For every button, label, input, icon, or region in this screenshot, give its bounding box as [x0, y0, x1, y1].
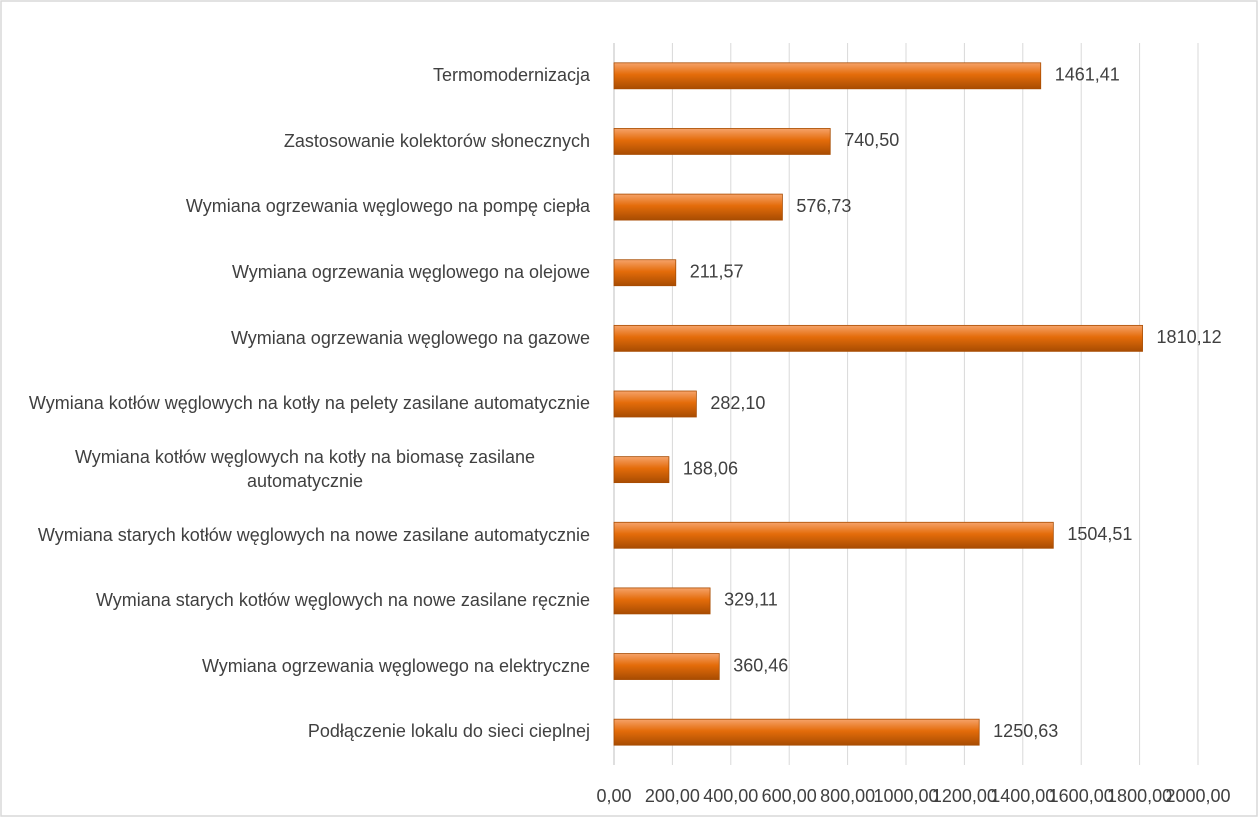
y-tick-label: Wymiana ogrzewania węglowego na elektryc… [201, 655, 590, 676]
bar [613, 653, 720, 680]
y-tick-label: Wymiana ogrzewania węglowego na pompę ci… [185, 196, 590, 217]
category-label-box: Termomodernizacja [0, 46, 590, 106]
data-label: 188,06 [683, 458, 738, 478]
category-label-box: Wymiana starych kotłów węglowych na nowe… [0, 505, 590, 565]
y-tick-label: Wymiana ogrzewania węglowego na olejowe [231, 262, 590, 283]
x-tick-label: 600,00 [762, 786, 817, 806]
x-tick-label: 1400,00 [990, 786, 1055, 806]
data-label: 1250,63 [993, 721, 1058, 741]
bar [613, 193, 783, 221]
category-label-box: Zastosowanie kolektorów słonecznych [0, 111, 590, 171]
bar [613, 259, 677, 287]
category-label-box: Wymiana starych kotłów węglowych na nowe… [0, 571, 590, 631]
category-label-box: Wymiana ogrzewania węglowego na elektryc… [0, 637, 590, 697]
x-tick-label: 800,00 [820, 786, 875, 806]
category-label-box: Wymiana ogrzewania węglowego na gazowe [0, 308, 590, 368]
bar [613, 456, 670, 484]
x-tick-label: 1200,00 [932, 786, 997, 806]
data-label: 360,46 [733, 655, 788, 675]
category-label-box: Wymiana kotłów węglowych na kotły na bio… [0, 440, 590, 500]
category-label-box: Wymiana kotłów węglowych na kotły na pel… [0, 374, 590, 434]
x-tick-label: 1600,00 [1049, 786, 1114, 806]
category-label-box: Wymiana ogrzewania węglowego na olejowe [0, 243, 590, 303]
x-tick-label: 1800,00 [1107, 786, 1172, 806]
x-tick-label: 1000,00 [873, 786, 938, 806]
bar [613, 521, 1054, 549]
category-label-box: Podłączenie lokalu do sieci cieplnej [0, 702, 590, 762]
y-tick-label: Wymiana kotłów węglowych na kotły na pel… [28, 393, 590, 414]
y-tick-label: Podłączenie lokalu do sieci cieplnej [307, 721, 590, 742]
data-label: 282,10 [710, 393, 765, 413]
x-tick-label: 2000,00 [1165, 786, 1230, 806]
data-label: 211,57 [690, 261, 744, 281]
bar [613, 62, 1042, 90]
y-tick-label: Wymiana starych kotłów węglowych na nowe… [95, 590, 590, 611]
x-tick-label: 400,00 [703, 786, 758, 806]
category-label-box: Wymiana ogrzewania węglowego na pompę ci… [0, 177, 590, 237]
y-tick-label: Termomodernizacja [432, 65, 590, 86]
data-label: 740,50 [844, 130, 899, 150]
data-label: 1461,41 [1055, 65, 1120, 85]
data-label: 329,11 [724, 590, 778, 610]
data-label: 1504,51 [1067, 524, 1132, 544]
y-tick-label: Wymiana starych kotłów węglowych na nowe… [37, 524, 590, 545]
bar [613, 128, 831, 155]
y-tick-label: Zastosowanie kolektorów słonecznych [283, 130, 590, 151]
bar [613, 324, 1143, 352]
x-tick-label: 0,00 [596, 786, 631, 806]
bar [613, 718, 980, 746]
x-tick-label: 200,00 [645, 786, 700, 806]
bar [613, 390, 697, 418]
data-label: 576,73 [796, 196, 851, 216]
data-label: 1810,12 [1157, 327, 1222, 347]
y-tick-label: Wymiana kotłów węglowych na kotły na bio… [74, 447, 536, 491]
y-tick-label: Wymiana ogrzewania węglowego na gazowe [230, 327, 590, 348]
bar [613, 587, 711, 615]
